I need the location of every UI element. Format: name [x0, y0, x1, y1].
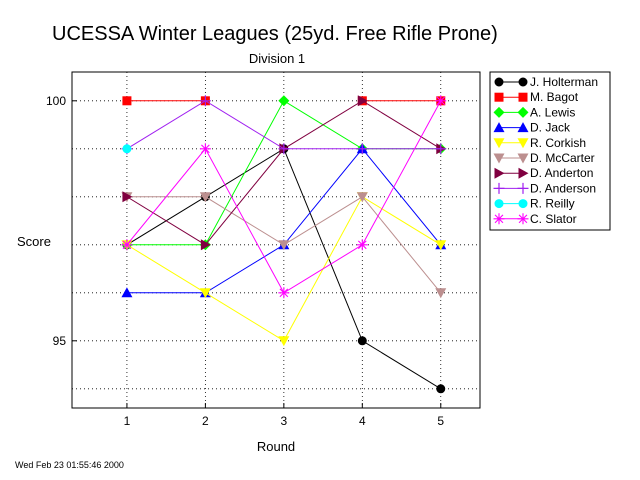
data-point — [357, 336, 367, 346]
data-point — [356, 143, 368, 155]
x-tick-label: 2 — [202, 414, 209, 428]
legend-marker — [517, 138, 529, 149]
data-point — [278, 143, 290, 155]
data-point — [199, 95, 211, 107]
legend-item: J. Holterman — [494, 75, 598, 89]
y-tick-label: 95 — [53, 334, 67, 348]
data-point — [356, 239, 368, 251]
data-point — [200, 239, 211, 251]
legend-label: A. Lewis — [530, 105, 575, 119]
x-tick-label: 4 — [359, 414, 366, 428]
legend-item: A. Lewis — [493, 105, 575, 119]
series-8 — [122, 144, 132, 154]
series-9 — [121, 95, 447, 299]
legend-marker — [517, 182, 529, 194]
data-point — [122, 144, 132, 154]
data-point — [199, 192, 211, 203]
legend-item: D. Jack — [493, 121, 571, 135]
legend-item: R. Corkish — [493, 136, 586, 150]
legend-marker — [517, 213, 529, 225]
data-point — [435, 288, 447, 299]
legend-marker — [518, 167, 529, 179]
legend-marker — [493, 122, 505, 133]
legend-label: D. Jack — [530, 121, 571, 135]
legend-item: D. Anderson — [493, 181, 596, 195]
data-point — [278, 287, 290, 299]
series-4 — [121, 192, 447, 347]
legend-item: C. Slator — [493, 212, 577, 226]
legend-item: D. Anderton — [494, 166, 593, 180]
y-axis-label: Score — [17, 234, 51, 249]
series-6 — [122, 95, 447, 251]
legend-item: R. Reilly — [494, 197, 575, 211]
series-layer — [121, 95, 447, 394]
x-tick-label: 1 — [124, 414, 131, 428]
legend-label: R. Reilly — [530, 197, 575, 211]
legend-marker — [518, 92, 528, 102]
legend-marker — [518, 77, 528, 87]
legend-marker — [493, 182, 505, 194]
data-point — [436, 384, 446, 394]
y-tick-label: 100 — [46, 94, 66, 108]
data-point — [357, 95, 368, 107]
data-point — [435, 240, 447, 251]
legend-marker — [518, 199, 528, 209]
x-tick-label: 5 — [437, 414, 444, 428]
chart-subtitle: Division 1 — [249, 51, 305, 66]
data-point — [278, 95, 290, 107]
legend-marker — [494, 92, 504, 102]
data-point — [278, 240, 290, 251]
legend-marker — [517, 122, 529, 133]
data-point — [199, 288, 211, 299]
data-point — [356, 192, 368, 203]
legend-marker — [494, 77, 504, 87]
legend-label: D. Anderson — [530, 181, 596, 195]
legend-marker — [517, 106, 529, 118]
timestamp: Wed Feb 23 01:55:46 2000 — [15, 460, 124, 470]
legend-marker — [493, 138, 505, 149]
legend-marker — [493, 213, 505, 225]
legend-label: M. Bagot — [530, 90, 579, 104]
data-point — [199, 143, 211, 155]
legend-marker — [493, 106, 505, 118]
x-axis-label: Round — [257, 439, 295, 454]
legend-label: J. Holterman — [530, 75, 598, 89]
data-point — [435, 95, 447, 107]
legend-label: C. Slator — [530, 212, 577, 226]
data-point — [121, 287, 133, 298]
legend-marker — [494, 167, 505, 179]
data-point — [435, 143, 447, 155]
series-7 — [121, 95, 447, 155]
legend-marker — [517, 153, 529, 164]
plot-area — [71, 71, 481, 409]
legend-label: R. Corkish — [530, 136, 586, 150]
legend-label: D. McCarter — [530, 151, 595, 165]
data-point — [278, 336, 290, 347]
x-tick-label: 3 — [281, 414, 288, 428]
legend-item: D. McCarter — [493, 151, 595, 165]
data-point — [121, 239, 133, 251]
data-point — [122, 191, 133, 203]
legend-label: D. Anderton — [530, 166, 593, 180]
legend-item: M. Bagot — [494, 90, 579, 104]
legend-marker — [493, 153, 505, 164]
data-point — [122, 96, 132, 106]
chart-title: UCESSA Winter Leagues (25yd. Free Rifle … — [52, 23, 498, 45]
tick-labels: 1 2 3 4 5 100 95 — [46, 94, 444, 428]
legend-marker — [494, 199, 504, 209]
